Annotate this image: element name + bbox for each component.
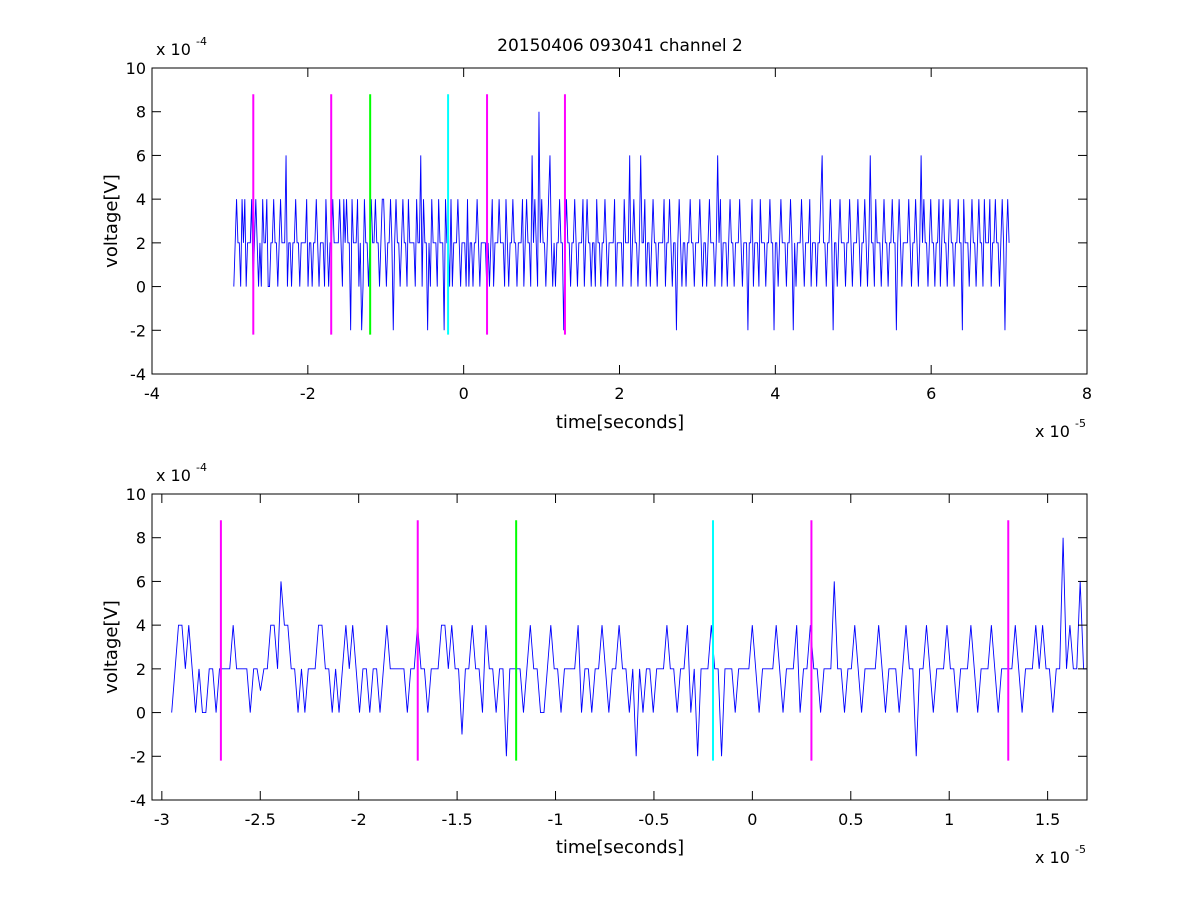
top-y-multiplier: x 10 -4	[156, 35, 207, 59]
top-x-tick-label: -2	[300, 384, 316, 403]
bottom-y-tick-label: 0	[136, 704, 146, 723]
top-x-tick-label: 8	[1082, 384, 1092, 403]
top-axes-box	[151, 67, 1088, 375]
bottom-y-tick-label: 6	[136, 572, 146, 591]
top-y-multiplier-base: x 10	[156, 40, 191, 59]
top-y-tick-label: 2	[136, 234, 146, 253]
top-y-tick-label: 4	[136, 190, 146, 209]
top-y-tick-label: 6	[136, 146, 146, 165]
bottom-y-tick-label: 2	[136, 660, 146, 679]
bottom-subplot: x 10 -4 x 10 -5 time[seconds] voltage[V]…	[101, 461, 1088, 867]
bottom-x-axis-label: time[seconds]	[556, 837, 684, 858]
bottom-x-tick-label: -2.5	[245, 810, 276, 829]
bottom-y-tick-label: -2	[130, 747, 146, 766]
bottom-x-tick-label: 1.5	[1035, 810, 1060, 829]
bottom-x-tick-label: -2	[351, 810, 367, 829]
bottom-y-multiplier-base: x 10	[156, 466, 191, 485]
top-y-tick-label: 0	[136, 278, 146, 297]
bottom-y-tick-label: 4	[136, 616, 146, 635]
top-x-tick-label: 4	[770, 384, 780, 403]
bottom-x-tick-label: 1	[944, 810, 954, 829]
bottom-x-multiplier: x 10 -5	[1035, 843, 1086, 867]
bottom-x-tick-label: -3	[154, 810, 170, 829]
top-y-tick-label: 10	[126, 59, 146, 78]
bottom-x-tick-label: 0	[747, 810, 757, 829]
top-x-tick-label: 2	[614, 384, 624, 403]
top-x-multiplier-base: x 10	[1035, 422, 1070, 441]
bottom-y-tick-label: 8	[136, 529, 146, 548]
bottom-y-multiplier: x 10 -4	[156, 461, 207, 485]
bottom-voltage-series-line	[171, 537, 1087, 757]
top-subplot: 20150406 093041 channel 2 x 10 -4 x 10 -…	[101, 35, 1092, 441]
top-x-axis-label: time[seconds]	[556, 412, 684, 433]
top-x-tick-label: -4	[144, 384, 160, 403]
bottom-y-axis-label: voltage[V]	[101, 600, 122, 694]
top-y-tick-label: 8	[136, 103, 146, 122]
top-x-multiplier-exp: -5	[1075, 417, 1086, 430]
top-y-multiplier-exp: -4	[196, 35, 207, 48]
top-x-tick-label: 6	[926, 384, 936, 403]
top-chart-title: 20150406 093041 channel 2	[497, 36, 743, 56]
top-x-multiplier: x 10 -5	[1035, 417, 1086, 441]
bottom-x-tick-label: -1	[548, 810, 564, 829]
top-y-axis-label: voltage[V]	[101, 174, 122, 268]
bottom-x-multiplier-exp: -5	[1075, 843, 1086, 856]
bottom-y-tick-label: -4	[130, 791, 146, 810]
bottom-x-tick-label: 0.5	[838, 810, 863, 829]
bottom-x-tick-label: -1.5	[441, 810, 472, 829]
bottom-axes-box	[151, 493, 1088, 801]
top-voltage-series-line	[233, 111, 1010, 331]
bottom-x-tick-label: -0.5	[638, 810, 669, 829]
top-y-tick-label: -2	[130, 321, 146, 340]
bottom-y-multiplier-exp: -4	[196, 461, 207, 474]
bottom-x-multiplier-base: x 10	[1035, 848, 1070, 867]
top-y-tick-label: -4	[130, 365, 146, 384]
top-x-tick-label: 0	[459, 384, 469, 403]
bottom-y-tick-label: 10	[126, 485, 146, 504]
